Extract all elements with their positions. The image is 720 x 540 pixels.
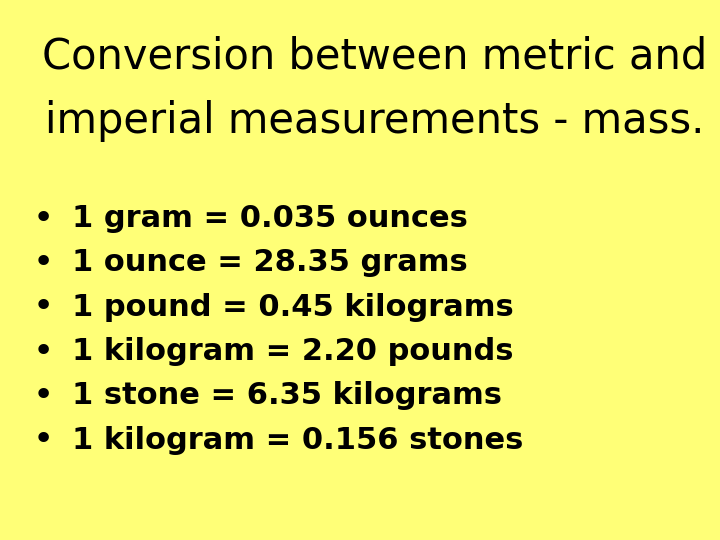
Text: •: • [32, 202, 54, 235]
Text: imperial measurements - mass.: imperial measurements - mass. [45, 100, 704, 143]
Text: •: • [32, 246, 54, 280]
Text: 1 pound = 0.45 kilograms: 1 pound = 0.45 kilograms [72, 293, 514, 322]
Text: •: • [32, 379, 54, 413]
Text: •: • [32, 291, 54, 324]
Text: 1 stone = 6.35 kilograms: 1 stone = 6.35 kilograms [72, 381, 502, 410]
Text: 1 kilogram = 2.20 pounds: 1 kilogram = 2.20 pounds [72, 337, 513, 366]
Text: 1 kilogram = 0.156 stones: 1 kilogram = 0.156 stones [72, 426, 523, 455]
Text: 1 ounce = 28.35 grams: 1 ounce = 28.35 grams [72, 248, 468, 278]
Text: 1 gram = 0.035 ounces: 1 gram = 0.035 ounces [72, 204, 468, 233]
Text: •: • [32, 335, 54, 368]
Text: Conversion between metric and: Conversion between metric and [42, 36, 707, 78]
Text: •: • [32, 423, 54, 457]
